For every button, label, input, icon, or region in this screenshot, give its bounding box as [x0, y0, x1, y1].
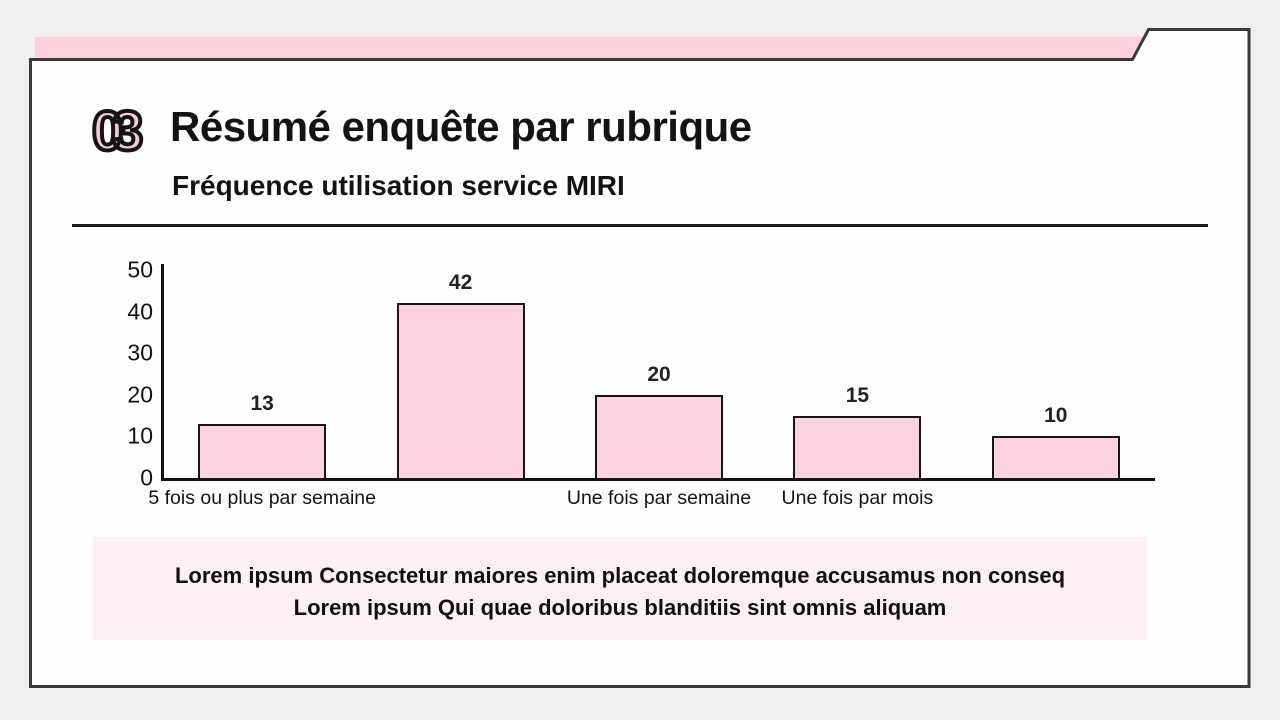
y-axis-tick-label: 10 [127, 422, 153, 449]
bar [793, 415, 922, 480]
slide-number: 03 [90, 97, 145, 164]
x-axis-category-label: Une fois par semaine [566, 487, 752, 509]
bar [396, 303, 525, 480]
title-divider [72, 224, 1208, 227]
y-axis-tick-label: 20 [127, 381, 153, 408]
footer-note-box: Lorem ipsum Consectetur maiores enim pla… [93, 537, 1147, 640]
footer-note-line2: Lorem ipsum Qui quae doloribus blanditii… [293, 595, 947, 620]
footer-note-line1: Lorem ipsum Consectetur maiores enim pla… [174, 563, 1066, 588]
y-axis-tick-label: 0 [140, 464, 153, 491]
slide-subtitle: Fréquence utilisation service MIRI [172, 170, 625, 201]
y-axis-tick-label: 50 [127, 256, 153, 283]
y-axis-line [161, 264, 164, 481]
bar [198, 423, 327, 480]
bar-value-label: 13 [250, 391, 274, 415]
bar-value-label: 20 [647, 362, 671, 386]
top-pink-banner [35, 37, 1144, 60]
slide-title: Résumé enquête par rubrique [170, 103, 752, 150]
x-axis-category-label: Une fois par mois [781, 487, 934, 509]
bar [991, 436, 1120, 480]
bar-value-label: 15 [845, 383, 870, 407]
x-axis-category-label: 5 fois ou plus par semaine [148, 487, 377, 509]
y-axis-tick-label: 40 [127, 298, 153, 325]
bar-value-label: 42 [448, 271, 473, 295]
bar-value-label: 10 [1044, 404, 1068, 428]
y-axis-tick-label: 30 [127, 339, 153, 366]
bar [595, 394, 723, 480]
